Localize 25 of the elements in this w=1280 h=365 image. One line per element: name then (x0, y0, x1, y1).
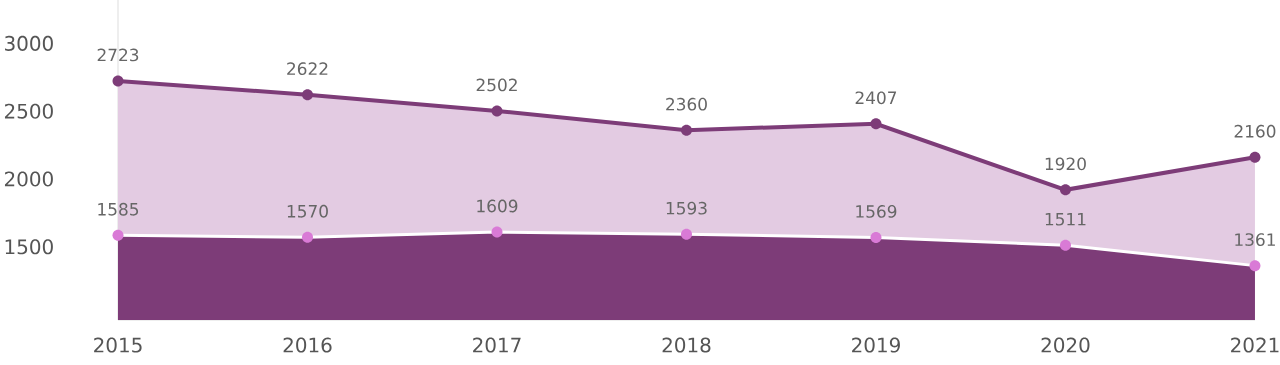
data-label: 2723 (97, 48, 139, 62)
x-tick-label: 2015 (94, 337, 142, 353)
data-label: 1511 (1045, 213, 1086, 226)
y-tick-label: 1500 (5, 239, 53, 255)
x-tick-label: 2017 (473, 337, 521, 353)
data-label: 1569 (856, 205, 897, 218)
x-tick-label: 2019 (852, 337, 900, 353)
data-label: 2502 (476, 78, 517, 92)
data-label: 1570 (287, 204, 328, 218)
y-tick-label: 2500 (4, 103, 53, 119)
x-tick-label: 2018 (662, 337, 711, 353)
x-tick-label: 2020 (1041, 337, 1090, 353)
y-tick-label: 2000 (4, 171, 53, 187)
data-label: 2360 (666, 97, 707, 111)
data-label: 1609 (477, 199, 518, 213)
data-label: 1361 (1235, 233, 1275, 247)
data-label: 2622 (287, 62, 328, 76)
y-tick-label: 3000 (5, 35, 53, 51)
data-label: 1585 (98, 202, 139, 216)
x-tick-label: 2016 (283, 337, 332, 353)
data-label: 1593 (666, 201, 707, 215)
x-tick-label: 2021 (1231, 337, 1279, 353)
data-label: 2160 (1234, 124, 1276, 138)
data-label: 2407 (855, 91, 897, 105)
data-label: 1920 (1045, 157, 1086, 171)
